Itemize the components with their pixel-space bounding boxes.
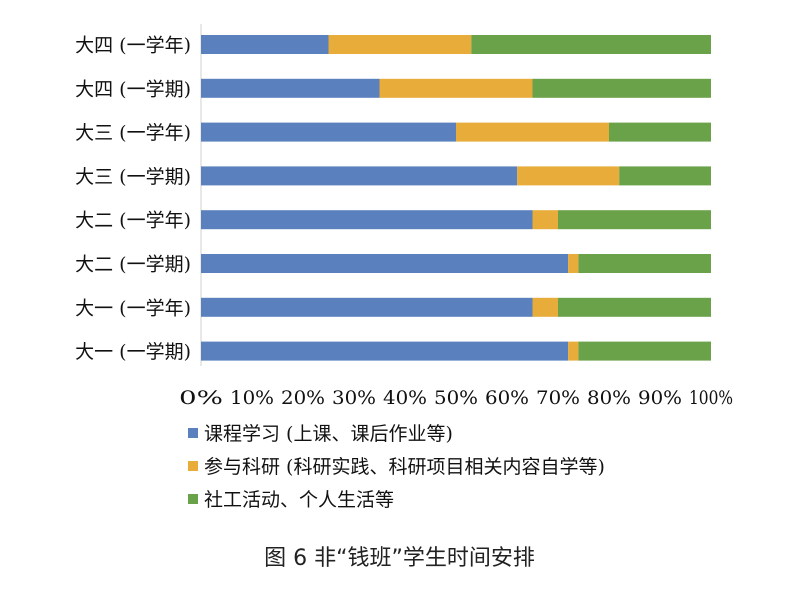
x-tick-label: 0%	[179, 387, 223, 409]
x-tick-label: 10%	[230, 387, 274, 409]
bar-8-series-2	[568, 341, 579, 361]
category-label: 大一 (一学期)	[75, 341, 191, 363]
bar-7-series-1	[201, 297, 533, 317]
bar-1-series-1	[201, 35, 329, 54]
bar-1-series-2	[328, 35, 472, 54]
bar-2-series-3	[532, 78, 711, 98]
bar-6-series-1	[201, 254, 569, 273]
bar-6-series-3	[578, 254, 711, 273]
bar-3-series-1	[201, 122, 456, 142]
bar-5-series-1	[201, 210, 533, 230]
bar-2-series-2	[379, 78, 533, 98]
category-label: 大二 (一学年)	[75, 210, 191, 232]
x-tick-label: 80%	[587, 387, 631, 409]
x-tick-label: 90%	[638, 387, 682, 409]
bar-6-series-2	[568, 254, 579, 273]
legend: 课程学习 (上课、课后作业等) 参与科研 (科研实践、科研项目相关内容自学等) 社工…	[188, 423, 605, 511]
bars-group	[201, 35, 711, 361]
figure-caption: 图 6 非“钱班”学生时间安排	[264, 546, 535, 571]
bar-4-series-3	[619, 166, 711, 186]
x-tick-label: 40%	[383, 387, 427, 409]
category-label: 大一 (一学年)	[75, 297, 191, 319]
bar-1-series-3	[471, 35, 711, 54]
bar-3-series-2	[456, 122, 609, 142]
x-tick-label: 20%	[281, 387, 325, 409]
legend-swatch-1	[188, 428, 198, 438]
x-tick-label: 100%	[689, 387, 733, 409]
bar-8-series-3	[578, 341, 711, 361]
x-tick-label: 50%	[434, 387, 478, 409]
x-tick-label: 70%	[536, 387, 580, 409]
x-tick-label: 60%	[485, 387, 529, 409]
bar-2-series-1	[201, 78, 380, 98]
category-label: 大三 (一学年)	[75, 122, 191, 144]
bar-4-series-2	[517, 166, 620, 186]
legend-label-2: 参与科研 (科研实践、科研项目相关内容自学等)	[204, 456, 605, 478]
bar-7-series-2	[532, 297, 558, 317]
category-label: 大三 (一学期)	[75, 166, 191, 188]
x-tick-labels: 0% 10% 20% 30% 40% 50% 60% 70% 80% 90% 100%	[179, 387, 733, 409]
category-label: 大四 (一学期)	[75, 78, 191, 100]
bar-8-series-1	[201, 341, 569, 361]
bar-5-series-3	[558, 210, 711, 230]
category-label: 大四 (一学年)	[75, 35, 191, 57]
bar-5-series-2	[532, 210, 558, 230]
category-label: 大二 (一学期)	[75, 254, 191, 276]
legend-swatch-2	[188, 461, 198, 471]
x-tick-label: 30%	[332, 387, 376, 409]
category-labels: 大四 (一学年) 大四 (一学期) 大三 (一学年) 大三 (一学期) 大二 (一学年)…	[75, 35, 191, 364]
bar-4-series-1	[201, 166, 518, 186]
legend-label-3: 社工活动、个人生活等	[204, 489, 394, 511]
bar-3-series-3	[609, 122, 711, 142]
stacked-bar-chart: 大四 (一学年) 大四 (一学期) 大三 (一学年) 大三 (一学期) 大二 (一学年)…	[75, 24, 733, 511]
legend-label-1: 课程学习 (上课、课后作业等)	[204, 423, 453, 445]
bar-7-series-3	[558, 297, 711, 317]
legend-swatch-3	[188, 494, 198, 504]
